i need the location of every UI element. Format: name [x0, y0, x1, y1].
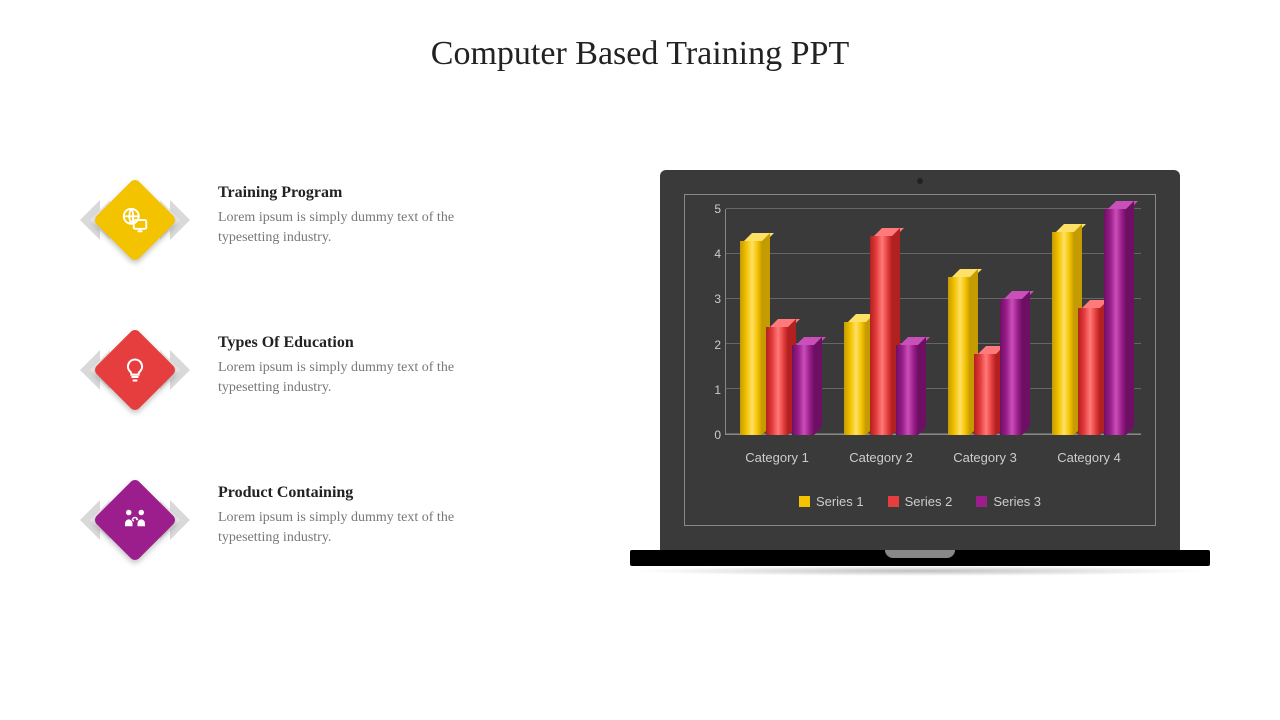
bar	[974, 209, 996, 435]
bar-group	[829, 209, 933, 435]
bar	[740, 209, 762, 435]
item-desc: Lorem ipsum is simply dummy text of the …	[218, 358, 518, 397]
legend-item: Series 1	[799, 494, 864, 509]
legend-swatch	[888, 496, 899, 507]
item-title: Training Program	[218, 184, 518, 202]
y-tick-label: 0	[714, 428, 721, 442]
item-desc: Lorem ipsum is simply dummy text of the …	[218, 508, 518, 547]
y-tick-label: 1	[714, 383, 721, 397]
chart-xlabels: Category 1Category 2Category 3Category 4	[725, 450, 1141, 465]
y-tick-label: 2	[714, 338, 721, 352]
badge	[80, 480, 190, 560]
y-tick-label: 3	[714, 292, 721, 306]
item-text: Product Containing Lorem ipsum is simply …	[218, 480, 518, 547]
diamond-badge	[93, 478, 178, 563]
bar	[948, 209, 970, 435]
list-item: Product Containing Lorem ipsum is simply …	[80, 480, 580, 560]
list-item: Training Program Lorem ipsum is simply du…	[80, 180, 580, 260]
bar	[870, 209, 892, 435]
legend-item: Series 2	[888, 494, 953, 509]
globe-monitor-icon	[105, 190, 165, 250]
bar-group	[933, 209, 1037, 435]
item-text: Training Program Lorem ipsum is simply du…	[218, 180, 518, 247]
people-sync-icon	[105, 490, 165, 550]
x-tick-label: Category 4	[1037, 450, 1141, 465]
item-title: Product Containing	[218, 484, 518, 502]
item-desc: Lorem ipsum is simply dummy text of the …	[218, 208, 518, 247]
slide: Computer Based Training PPT Training Pro…	[0, 0, 1280, 720]
laptop-screen: Category 1Category 2Category 3Category 4…	[660, 170, 1180, 550]
bar	[792, 209, 814, 435]
bar-group	[1037, 209, 1141, 435]
legend-label: Series 3	[993, 494, 1041, 509]
chart-legend: Series 1 Series 2 Series 3	[685, 494, 1155, 509]
laptop-shadow	[630, 566, 1210, 576]
bar-group	[725, 209, 829, 435]
y-tick-label: 5	[714, 202, 721, 216]
legend-label: Series 2	[905, 494, 953, 509]
legend-swatch	[799, 496, 810, 507]
legend-swatch	[976, 496, 987, 507]
legend-item: Series 3	[976, 494, 1041, 509]
bar	[844, 209, 866, 435]
items-column: Training Program Lorem ipsum is simply du…	[80, 180, 580, 630]
diamond-badge	[93, 328, 178, 413]
bar	[1104, 209, 1126, 435]
bar	[896, 209, 918, 435]
legend-label: Series 1	[816, 494, 864, 509]
webcam-dot	[917, 178, 923, 184]
y-tick-label: 4	[714, 247, 721, 261]
chart-container: Category 1Category 2Category 3Category 4…	[684, 194, 1156, 526]
bar	[766, 209, 788, 435]
bar	[1052, 209, 1074, 435]
list-item: Types Of Education Lorem ipsum is simply …	[80, 330, 580, 410]
badge	[80, 180, 190, 260]
laptop-graphic: Category 1Category 2Category 3Category 4…	[660, 170, 1180, 576]
laptop-base	[630, 550, 1210, 566]
bar	[1000, 209, 1022, 435]
badge	[80, 330, 190, 410]
item-text: Types Of Education Lorem ipsum is simply …	[218, 330, 518, 397]
x-tick-label: Category 3	[933, 450, 1037, 465]
lightbulb-icon	[105, 340, 165, 400]
x-tick-label: Category 2	[829, 450, 933, 465]
diamond-badge	[93, 178, 178, 263]
page-title: Computer Based Training PPT	[0, 35, 1280, 73]
chart-bars	[725, 209, 1141, 435]
item-title: Types Of Education	[218, 334, 518, 352]
bar	[1078, 209, 1100, 435]
x-tick-label: Category 1	[725, 450, 829, 465]
